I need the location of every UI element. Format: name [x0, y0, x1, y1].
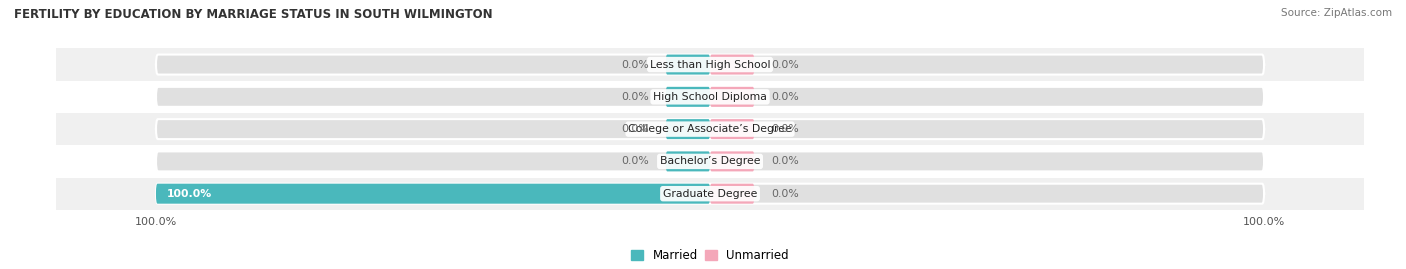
Text: FERTILITY BY EDUCATION BY MARRIAGE STATUS IN SOUTH WILMINGTON: FERTILITY BY EDUCATION BY MARRIAGE STATU… — [14, 8, 492, 21]
Bar — [56, 178, 1364, 210]
Text: 0.0%: 0.0% — [770, 156, 799, 167]
FancyBboxPatch shape — [710, 119, 755, 139]
Text: 0.0%: 0.0% — [770, 189, 799, 199]
FancyBboxPatch shape — [156, 55, 1264, 75]
FancyBboxPatch shape — [156, 87, 1264, 107]
FancyBboxPatch shape — [710, 87, 755, 107]
Bar — [56, 113, 1364, 145]
FancyBboxPatch shape — [665, 151, 710, 171]
Text: 0.0%: 0.0% — [621, 92, 650, 102]
Legend: Married, Unmarried: Married, Unmarried — [627, 245, 793, 265]
FancyBboxPatch shape — [156, 151, 1264, 171]
Bar — [56, 145, 1364, 178]
Text: Less than High School: Less than High School — [650, 59, 770, 70]
Text: 100.0%: 100.0% — [167, 189, 212, 199]
Bar — [56, 48, 1364, 81]
Text: Source: ZipAtlas.com: Source: ZipAtlas.com — [1281, 8, 1392, 18]
FancyBboxPatch shape — [156, 119, 1264, 139]
FancyBboxPatch shape — [665, 55, 710, 75]
Text: Bachelor’s Degree: Bachelor’s Degree — [659, 156, 761, 167]
FancyBboxPatch shape — [665, 87, 710, 107]
Text: 0.0%: 0.0% — [621, 124, 650, 134]
FancyBboxPatch shape — [156, 184, 1264, 204]
FancyBboxPatch shape — [710, 55, 755, 75]
Text: 0.0%: 0.0% — [770, 92, 799, 102]
FancyBboxPatch shape — [156, 184, 710, 204]
Text: College or Associate’s Degree: College or Associate’s Degree — [628, 124, 792, 134]
Text: 0.0%: 0.0% — [770, 59, 799, 70]
Text: High School Diploma: High School Diploma — [654, 92, 766, 102]
FancyBboxPatch shape — [665, 119, 710, 139]
Text: 0.0%: 0.0% — [770, 124, 799, 134]
Text: Graduate Degree: Graduate Degree — [662, 189, 758, 199]
FancyBboxPatch shape — [710, 184, 755, 204]
FancyBboxPatch shape — [710, 151, 755, 171]
Text: 0.0%: 0.0% — [621, 156, 650, 167]
Text: 0.0%: 0.0% — [621, 59, 650, 70]
Bar — [56, 81, 1364, 113]
